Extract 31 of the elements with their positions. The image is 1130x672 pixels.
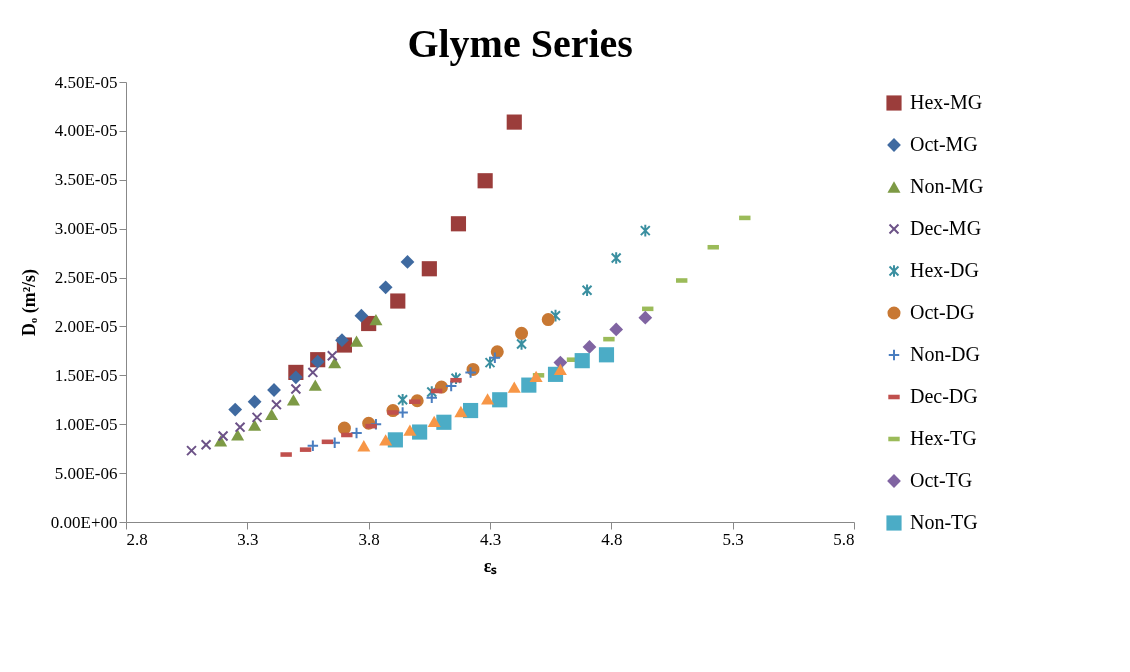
chart-title: Glyme Series: [407, 21, 633, 66]
x-tick-label: 3.8: [358, 529, 380, 549]
legend-label: Oct-MG: [910, 133, 978, 155]
legend-label: Oct-DG: [910, 301, 975, 323]
x-tick-label: 4.3: [479, 529, 502, 549]
y-tick-label: 1.00E-05: [54, 414, 118, 434]
legend-label: Hex-DG: [910, 259, 979, 281]
y-tick-label: 3.00E-05: [54, 219, 118, 239]
y-tick-label: 0.00E+00: [50, 512, 118, 532]
legend-label: Oct-TG: [910, 469, 973, 491]
x-tick-label: 2.8: [126, 529, 148, 549]
y-tick-label: 2.50E-05: [54, 268, 118, 288]
legend-label: Non-MG: [910, 175, 984, 197]
legend-label: Dec-DG: [910, 385, 978, 407]
y-axis-title: Dₒ (m²/s): [18, 268, 40, 337]
legend-label: Hex-TG: [910, 427, 977, 449]
y-tick-label: 4.50E-05: [54, 72, 118, 92]
y-tick-label: 1.50E-05: [54, 365, 118, 385]
x-tick-label: 5.3: [722, 529, 744, 549]
x-tick-label: 4.8: [601, 529, 623, 549]
x-tick-label: 3.3: [237, 529, 259, 549]
y-tick-label: 4.00E-05: [54, 121, 118, 141]
legend-label: Dec-MG: [910, 217, 982, 239]
y-tick-label: 3.50E-05: [54, 170, 118, 190]
legend-label: Non-DG: [910, 343, 980, 365]
legend-label: Non-TG: [910, 511, 978, 533]
x-axis-title: εₛ: [483, 555, 498, 576]
y-tick-label: 5.00E-06: [54, 463, 118, 483]
x-tick-label: 5.8: [833, 529, 855, 549]
y-tick-label: 2.00E-05: [54, 316, 118, 336]
legend-label: Hex-MG: [910, 91, 983, 113]
